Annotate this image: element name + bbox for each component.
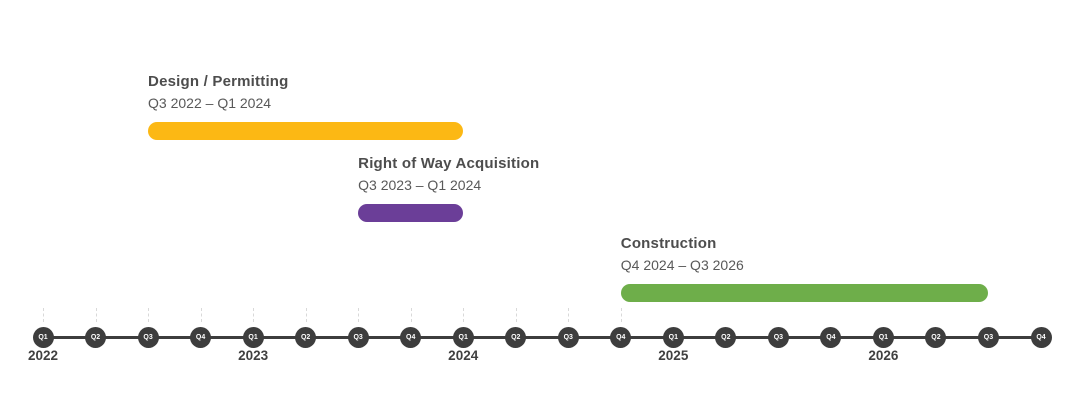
task-date-range: Q4 2024 – Q3 2026 — [620, 257, 744, 273]
tick-mark — [95, 308, 97, 322]
quarter-label: Q1 — [878, 333, 889, 341]
task-title: Construction — [620, 235, 717, 252]
quarter-label: Q3 — [563, 333, 573, 341]
quarter-label: Q2 — [931, 333, 941, 341]
timeline-node: Q3 — [347, 326, 369, 348]
tick-mark — [43, 308, 44, 322]
timeline-node: Q3 — [977, 326, 999, 348]
quarter-label: Q4 — [826, 333, 836, 341]
quarter-label: Q2 — [300, 333, 311, 341]
year-label: 2024 — [448, 348, 479, 363]
quarter-label: Q1 — [248, 333, 258, 341]
tick-mark — [200, 308, 202, 322]
quarter-label: Q4 — [406, 333, 416, 341]
quarter-label: Q3 — [143, 333, 153, 341]
tick-mark — [515, 308, 517, 322]
tick-mark — [148, 308, 150, 322]
task-title: Right of Way Acquisition — [358, 155, 540, 172]
timeline-node: Q2 — [925, 326, 947, 348]
task-title: Design / Permitting — [148, 73, 289, 90]
quarter-label: Q2 — [511, 333, 521, 341]
year-label: 2026 — [868, 348, 899, 363]
timeline-node: Q1 — [242, 326, 264, 348]
quarter-label: Q4 — [1036, 333, 1046, 341]
timeline-node: Q3 — [137, 326, 159, 348]
quarter-label: Q4 — [195, 333, 206, 341]
quarter-label: Q2 — [721, 333, 731, 341]
tick-mark — [568, 308, 570, 322]
year-label: 2025 — [658, 348, 689, 363]
tick-mark — [253, 308, 255, 322]
quarter-label: Q4 — [616, 333, 626, 341]
timeline-node: Q3 — [557, 326, 579, 348]
timeline-node: Q4 — [400, 326, 422, 348]
task-bar — [620, 284, 989, 302]
tick-mark — [358, 308, 360, 322]
quarter-label: Q1 — [668, 333, 678, 341]
timeline-node: Q1 — [662, 326, 684, 348]
quarter-label: Q1 — [38, 333, 48, 341]
quarter-label: Q3 — [773, 333, 784, 341]
tick-mark — [620, 308, 622, 322]
year-label: 2023 — [238, 348, 269, 363]
timeline-node: Q1 — [32, 326, 54, 348]
timeline-line — [43, 335, 1041, 339]
quarter-label: Q3 — [983, 333, 994, 341]
timeline-node: Q3 — [767, 326, 789, 348]
tick-mark — [410, 308, 412, 322]
timeline-node: Q2 — [295, 326, 317, 348]
task-date-range: Q3 2022 – Q1 2024 — [148, 95, 272, 111]
timeline-node: Q1 — [452, 326, 474, 348]
timeline-node: Q4 — [610, 326, 632, 348]
tick-mark — [463, 308, 465, 322]
timeline-node: Q2 — [85, 326, 107, 348]
quarter-label: Q1 — [458, 333, 468, 341]
timeline-node: Q4 — [190, 326, 212, 348]
timeline-node: Q2 — [505, 326, 527, 348]
timeline-node: Q1 — [872, 326, 894, 348]
quarter-label: Q2 — [90, 333, 101, 341]
task-bar — [148, 122, 464, 140]
tick-mark — [305, 308, 307, 322]
timeline-node: Q2 — [715, 326, 737, 348]
quarter-label: Q3 — [353, 333, 363, 341]
task-bar — [358, 204, 464, 222]
task-date-range: Q3 2023 – Q1 2024 — [358, 177, 482, 193]
timeline-node: Q4 — [1030, 326, 1052, 348]
timeline-node: Q4 — [820, 326, 842, 348]
year-label: 2022 — [27, 348, 59, 363]
